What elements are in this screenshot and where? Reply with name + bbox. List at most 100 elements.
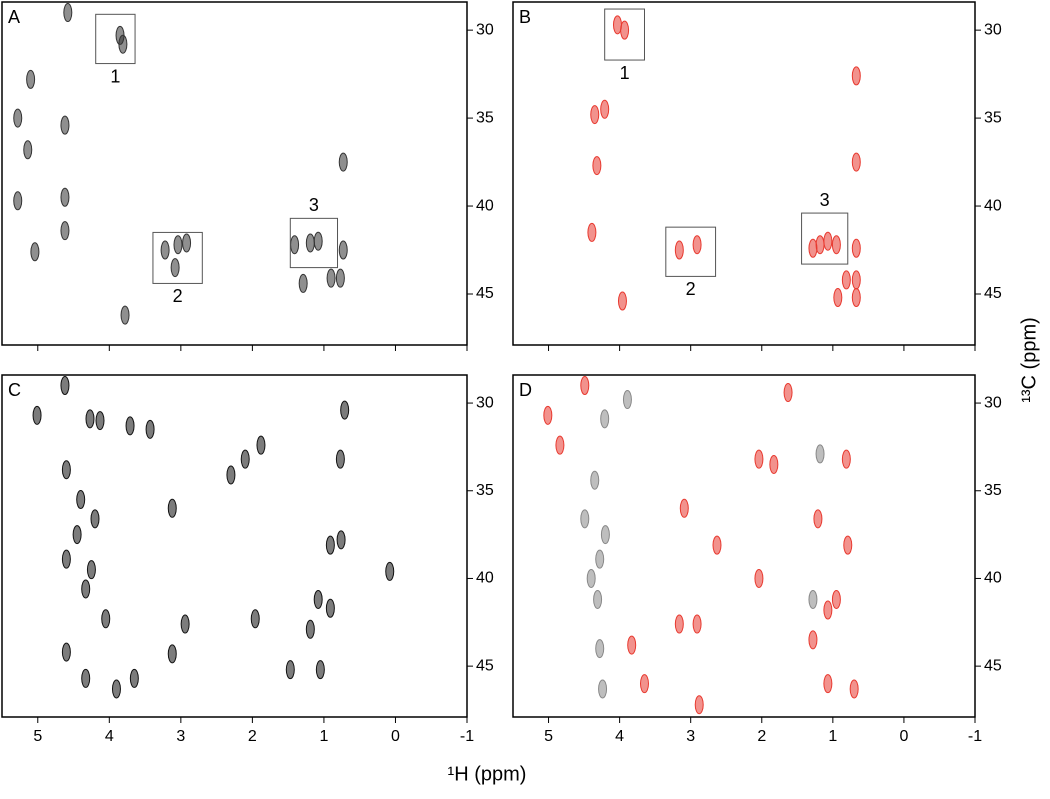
peak [823,674,833,694]
peak [754,449,764,469]
peak [285,660,295,680]
peak [808,589,818,609]
peak [841,449,851,469]
region-label: 3 [820,190,830,210]
peak [256,435,266,455]
panel: A 30 35 40 45 1 2 3 [1,1,494,351]
peak [543,405,553,425]
y-tick-label: 30 [476,21,494,38]
x-tick-label: 4 [615,728,624,745]
region-label: 3 [309,195,319,215]
x-tick-label: 1 [828,728,837,745]
peak [182,233,192,253]
peak [167,644,177,664]
region-box [152,231,203,284]
peak [622,390,632,410]
x-tick-label: -1 [968,728,982,745]
peak [694,695,704,715]
peak [692,235,702,255]
peak [72,525,82,545]
peak [145,419,155,439]
peak [13,108,23,128]
peak [60,376,70,396]
peak [769,454,779,474]
peak [849,679,859,699]
peak [338,240,348,260]
peak [851,66,861,86]
peak [305,233,315,253]
peak [32,405,42,425]
peak [674,240,684,260]
peak [851,238,861,258]
peak [335,449,345,469]
x-tick-label: 0 [391,728,400,745]
peak [592,156,602,176]
peak [385,561,395,581]
peak [226,465,236,485]
peak [298,273,308,293]
peak [118,34,128,54]
x-tick-label: 2 [757,728,766,745]
peak [120,305,130,325]
peak [841,270,851,290]
y-tick-label: 35 [476,482,494,499]
x-tick-label: 4 [105,728,114,745]
x-axis-label: ¹H (ppm) [448,763,527,785]
peak [843,535,853,555]
peak [250,609,260,629]
panel-frame [512,1,976,346]
region-label: 1 [620,63,630,83]
peak [101,609,111,629]
peak [712,535,722,555]
panel: B 30 35 40 45 1 2 3 [512,1,1002,351]
peak [590,470,600,490]
peak [90,509,100,529]
peak [180,614,190,634]
peak [595,639,605,659]
y-axis-label: ¹³C (ppm) [1018,317,1040,403]
peak [81,668,91,688]
y-tick-label: 40 [476,570,494,587]
y-tick-label: 30 [984,21,1002,38]
peak [26,69,36,89]
peak [808,630,818,650]
peak [627,635,637,655]
peak [808,238,818,258]
peak [813,509,823,529]
y-tick-label: 40 [476,197,494,214]
panel: C 30 35 40 45 5 4 3 2 1 0 -1 [1,374,494,745]
peak [815,444,825,464]
peak [851,288,861,308]
region-label: 2 [173,286,183,306]
peak [833,288,843,308]
peak [60,115,70,135]
panel-label: A [8,7,20,27]
peak [851,270,861,290]
y-tick-label: 35 [476,109,494,126]
peak [170,258,180,278]
x-tick-label: 2 [248,728,257,745]
peak [580,509,590,529]
peak [831,235,841,255]
y-tick-label: 40 [984,197,1002,214]
peak [587,222,597,242]
peak [305,619,315,639]
y-tick-label: 45 [984,657,1002,674]
panel-label: D [519,380,532,400]
peak [754,568,764,588]
peak [61,642,71,662]
peak [598,679,608,699]
peak [63,3,73,23]
peak [290,235,300,255]
peak [325,598,335,618]
y-tick-label: 35 [984,482,1002,499]
peak [595,549,605,569]
peak [173,235,183,255]
y-tick-label: 45 [984,285,1002,302]
peak [831,589,841,609]
panel-frame [512,374,976,718]
peak [86,560,96,580]
x-tick-label: 3 [686,728,695,745]
peak [338,152,348,172]
